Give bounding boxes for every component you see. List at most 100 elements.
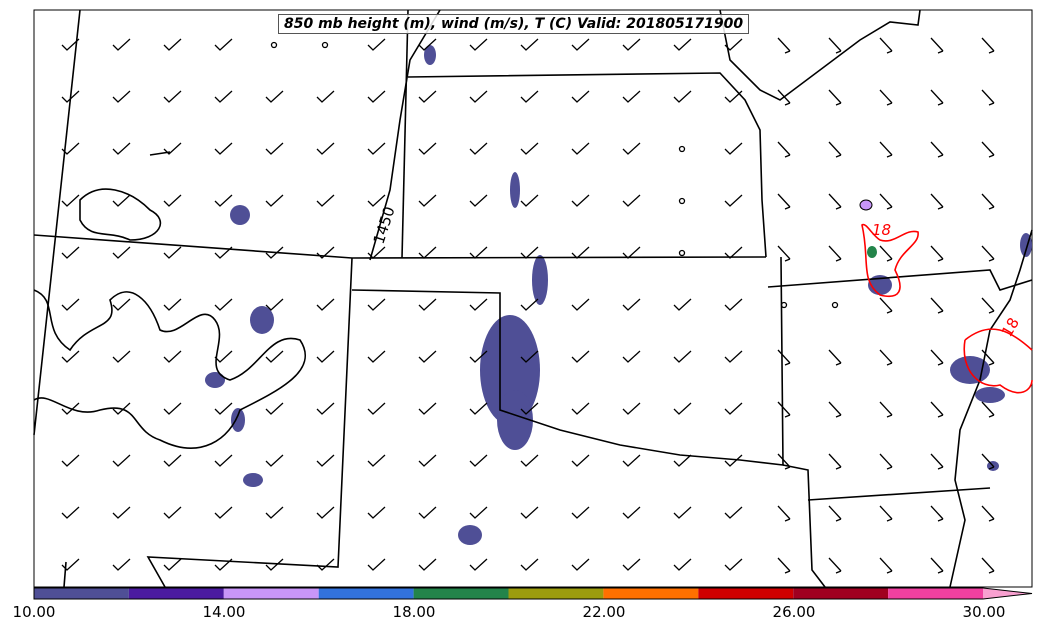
colorbar-segment (318, 588, 414, 599)
wind-barb (673, 350, 692, 363)
wind-barb (724, 454, 743, 467)
wind-barb (469, 90, 488, 103)
wind-barb (520, 298, 539, 311)
wind-barb (265, 90, 284, 103)
map-title: 850 mb height (m), wind (m/s), T (C) Val… (278, 14, 750, 34)
wind-barb (112, 402, 131, 415)
wind-barb (520, 90, 539, 103)
wind-barb (163, 506, 182, 519)
wind-barb (981, 37, 995, 54)
wind-barb (930, 401, 944, 418)
wind-barb (571, 454, 590, 467)
wind-barb (163, 142, 182, 155)
wind-speed-shaded-area (205, 372, 225, 388)
wind-barb (214, 298, 233, 311)
wind-barb (828, 89, 842, 106)
wind-barb (879, 505, 893, 522)
wind-barb (163, 194, 182, 207)
wind-barb (981, 89, 995, 106)
wind-barb (112, 142, 131, 155)
wind-barb (469, 454, 488, 467)
wind-barb (724, 194, 743, 207)
wind-barb (418, 246, 437, 259)
wind-barb (673, 402, 692, 415)
wind-barb (163, 454, 182, 467)
wind-barb (981, 245, 995, 262)
wind-barb (724, 90, 743, 103)
wind-barb (112, 298, 131, 311)
wind-barb (777, 557, 791, 574)
wind-barb (61, 402, 80, 415)
wind-barb (418, 298, 437, 311)
wind-barb (367, 298, 386, 311)
wind-barb (828, 37, 842, 54)
wind-barb (469, 38, 488, 51)
wind-barb (622, 90, 641, 103)
wind-barb (879, 89, 893, 106)
wind-barb (673, 298, 692, 311)
wind-barb (828, 453, 842, 470)
wind-barb (163, 402, 182, 415)
wind-speed-shaded-area (230, 205, 250, 225)
colorbar-segment (888, 588, 983, 599)
wind-barb (316, 298, 335, 311)
wind-barb (622, 194, 641, 207)
wind-barb (214, 90, 233, 103)
colorbar-segment (793, 588, 889, 599)
wind-speed-shaded-area (250, 306, 274, 334)
wind-barb (828, 349, 842, 366)
map-frame (33, 9, 1033, 588)
wind-barb (112, 194, 131, 207)
wind-barb (879, 245, 893, 262)
wind-barb (571, 246, 590, 259)
wind-barb (622, 454, 641, 467)
wind-barb (112, 350, 131, 363)
wind-barb (828, 193, 842, 210)
wind-barb (265, 194, 284, 207)
wind-barb (316, 246, 335, 259)
wind-barb (316, 506, 335, 519)
wind-barb (112, 506, 131, 519)
wind-barb (571, 142, 590, 155)
wind-barb (879, 141, 893, 158)
calm-wind-marker (678, 197, 686, 205)
wind-barb (622, 558, 641, 571)
wind-barb (930, 245, 944, 262)
wind-barb (214, 142, 233, 155)
wind-barb (316, 350, 335, 363)
wind-barb (367, 350, 386, 363)
wind-barb (265, 454, 284, 467)
wind-barb (571, 90, 590, 103)
wind-barb (724, 558, 743, 571)
colorbar-segment (603, 588, 699, 599)
wind-barb (520, 246, 539, 259)
wind-speed-shaded-area (243, 473, 263, 487)
wind-speed-shaded-area (975, 387, 1005, 403)
wind-barb (418, 350, 437, 363)
wind-barb (777, 453, 791, 470)
wind-barb (879, 453, 893, 470)
wind-barb (571, 194, 590, 207)
wind-barb (930, 141, 944, 158)
wind-barb (469, 298, 488, 311)
wind-barb (61, 194, 80, 207)
wind-barb (571, 298, 590, 311)
wind-barb (214, 506, 233, 519)
wind-barb (265, 298, 284, 311)
wind-barb (316, 558, 335, 571)
wind-barb (828, 557, 842, 574)
wind-speed-shaded-area (510, 172, 520, 208)
calm-wind-marker (270, 41, 278, 49)
wind-barb (112, 246, 131, 259)
wind-barb (112, 38, 131, 51)
wind-barb (777, 245, 791, 262)
wind-speed-shaded-area (497, 390, 533, 450)
wind-barb (520, 142, 539, 155)
wind-barb (61, 506, 80, 519)
wind-barb (622, 506, 641, 519)
wind-barb (61, 90, 80, 103)
wind-barb (724, 38, 743, 51)
wind-barb (265, 558, 284, 571)
wind-barb (777, 349, 791, 366)
